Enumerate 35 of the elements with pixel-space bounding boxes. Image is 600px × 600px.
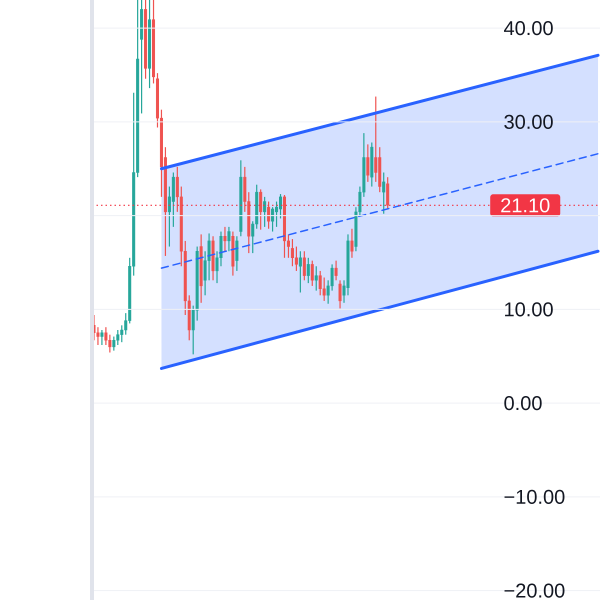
candlestick [223,226,226,252]
candlestick [306,257,310,284]
candlestick [310,260,314,287]
candlestick [100,329,104,346]
candlestick [290,238,294,267]
candlestick [330,264,334,292]
candlestick [108,334,112,354]
y-tick-label: 10.00 [505,302,553,316]
candlestick [302,250,306,281]
candlestick [227,226,230,252]
candlestick [386,176,390,210]
candlestick [350,228,354,258]
candlestick [314,266,318,292]
candlestick [275,200,278,228]
ref-line-label: 21.10 [501,198,550,212]
candlestick [96,326,100,346]
y-tick-label: 0.00 [504,396,542,410]
candlestick [279,193,282,220]
candlestick [382,172,386,214]
candlestick [334,260,338,281]
y-tick-label: −10.00 [504,490,564,504]
candlestick [294,246,298,272]
candlestick [338,280,342,310]
candlestick [208,232,211,281]
y-tick-label: 30.00 [504,114,553,129]
candlestick [235,236,238,272]
candlestick [298,250,302,294]
candlestick [366,144,370,182]
candlestick [104,326,108,346]
y-tick-label: 40.00 [504,21,553,36]
candlestick [271,206,274,232]
candlestick [263,196,266,228]
candlestick [267,200,270,230]
y-tick-label: −20.00 [504,584,564,598]
candlestick [259,188,262,230]
